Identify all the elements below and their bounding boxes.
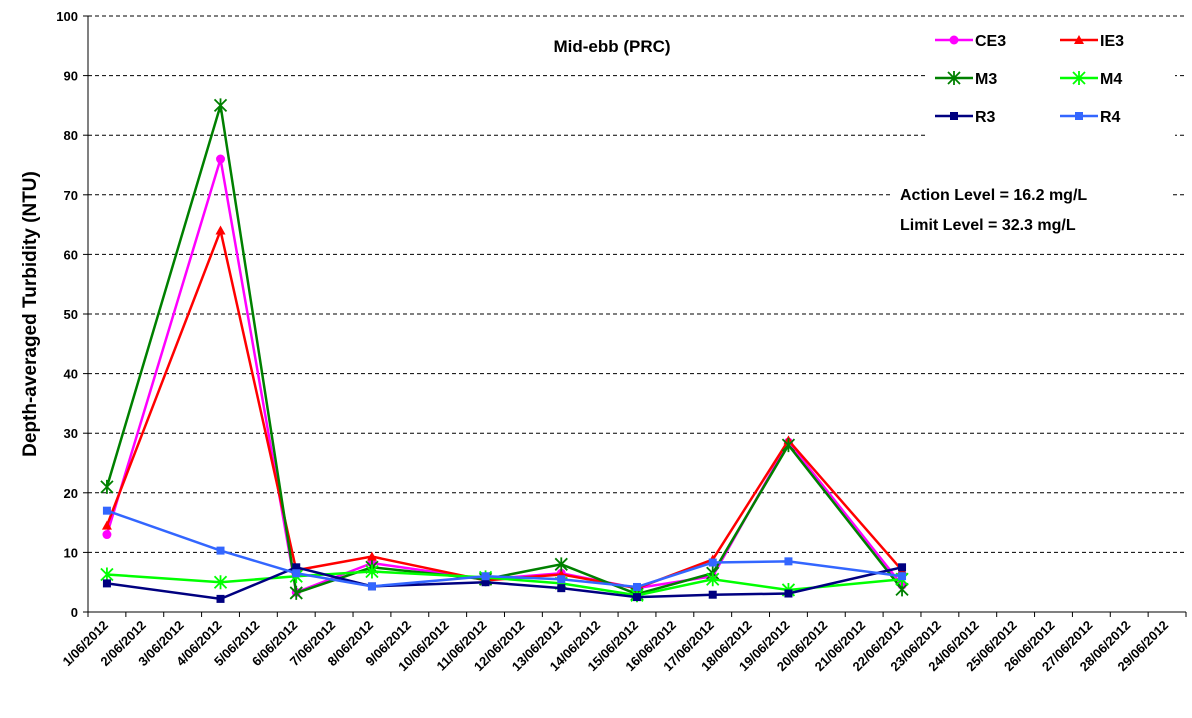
marker: [216, 154, 226, 164]
y-axis-label: Depth-averaged Turbidity (NTU): [20, 171, 41, 457]
marker: [366, 551, 377, 561]
chart-title: Mid-ebb (PRC): [553, 37, 670, 56]
marker: [898, 572, 907, 581]
marker: [1074, 35, 1084, 44]
marker: [100, 567, 114, 582]
marker: [784, 589, 793, 598]
marker: [947, 71, 961, 85]
marker: [213, 575, 228, 590]
marker: [215, 225, 226, 235]
marker: [216, 546, 225, 555]
y-tick-label: 60: [64, 247, 78, 262]
y-tick-label: 80: [64, 128, 78, 143]
series-line: [105, 105, 904, 596]
y-tick-label: 90: [64, 69, 78, 84]
y-tick-label: 70: [64, 188, 78, 203]
legend-bg: [925, 24, 1175, 144]
legend-label: M4: [1100, 71, 1122, 88]
legend-label: IE3: [1100, 33, 1124, 50]
series-line: [106, 509, 903, 589]
marker: [706, 572, 720, 587]
title-bg: [515, 30, 715, 60]
marker: [292, 569, 301, 578]
marker: [102, 530, 112, 540]
y-tick-label: 40: [64, 367, 78, 382]
legend-label: R4: [1100, 109, 1121, 126]
series-line: [106, 570, 903, 597]
series-line: [106, 565, 903, 601]
marker: [101, 520, 112, 530]
marker: [708, 558, 717, 567]
marker: [102, 506, 111, 515]
marker: [289, 585, 303, 600]
y-tick-label: 50: [64, 307, 78, 322]
marker: [633, 582, 641, 591]
marker: [784, 557, 793, 566]
marker: [633, 593, 641, 602]
y-tick-label: 10: [64, 545, 78, 560]
marker: [1075, 112, 1083, 120]
marker: [213, 98, 228, 113]
annotation: Action Level = 16.2 mg/L: [900, 187, 1087, 204]
marker: [365, 564, 379, 579]
marker: [292, 563, 301, 572]
marker: [481, 578, 490, 587]
marker: [100, 479, 114, 494]
legend-label: M3: [975, 71, 997, 88]
annotation: Limit Level = 32.3 mg/L: [900, 217, 1076, 234]
y-tick-label: 100: [56, 9, 78, 24]
series-line: [105, 158, 904, 595]
legend-label: R3: [975, 109, 996, 126]
marker: [898, 563, 907, 572]
marker: [102, 579, 111, 588]
marker: [481, 572, 490, 581]
annotation-bg: [893, 180, 1173, 242]
y-tick-label: 20: [64, 486, 78, 501]
marker: [781, 438, 796, 453]
marker: [216, 594, 225, 603]
marker: [557, 584, 566, 593]
marker: [1072, 71, 1086, 85]
series-line: [105, 226, 903, 590]
marker: [557, 575, 566, 584]
marker: [554, 557, 568, 572]
marker: [949, 35, 959, 45]
marker: [708, 590, 717, 599]
y-tick-label: 30: [64, 426, 78, 441]
legend-label: CE3: [975, 33, 1006, 50]
marker: [950, 112, 958, 120]
y-tick-label: 0: [71, 605, 78, 620]
marker: [367, 582, 376, 591]
